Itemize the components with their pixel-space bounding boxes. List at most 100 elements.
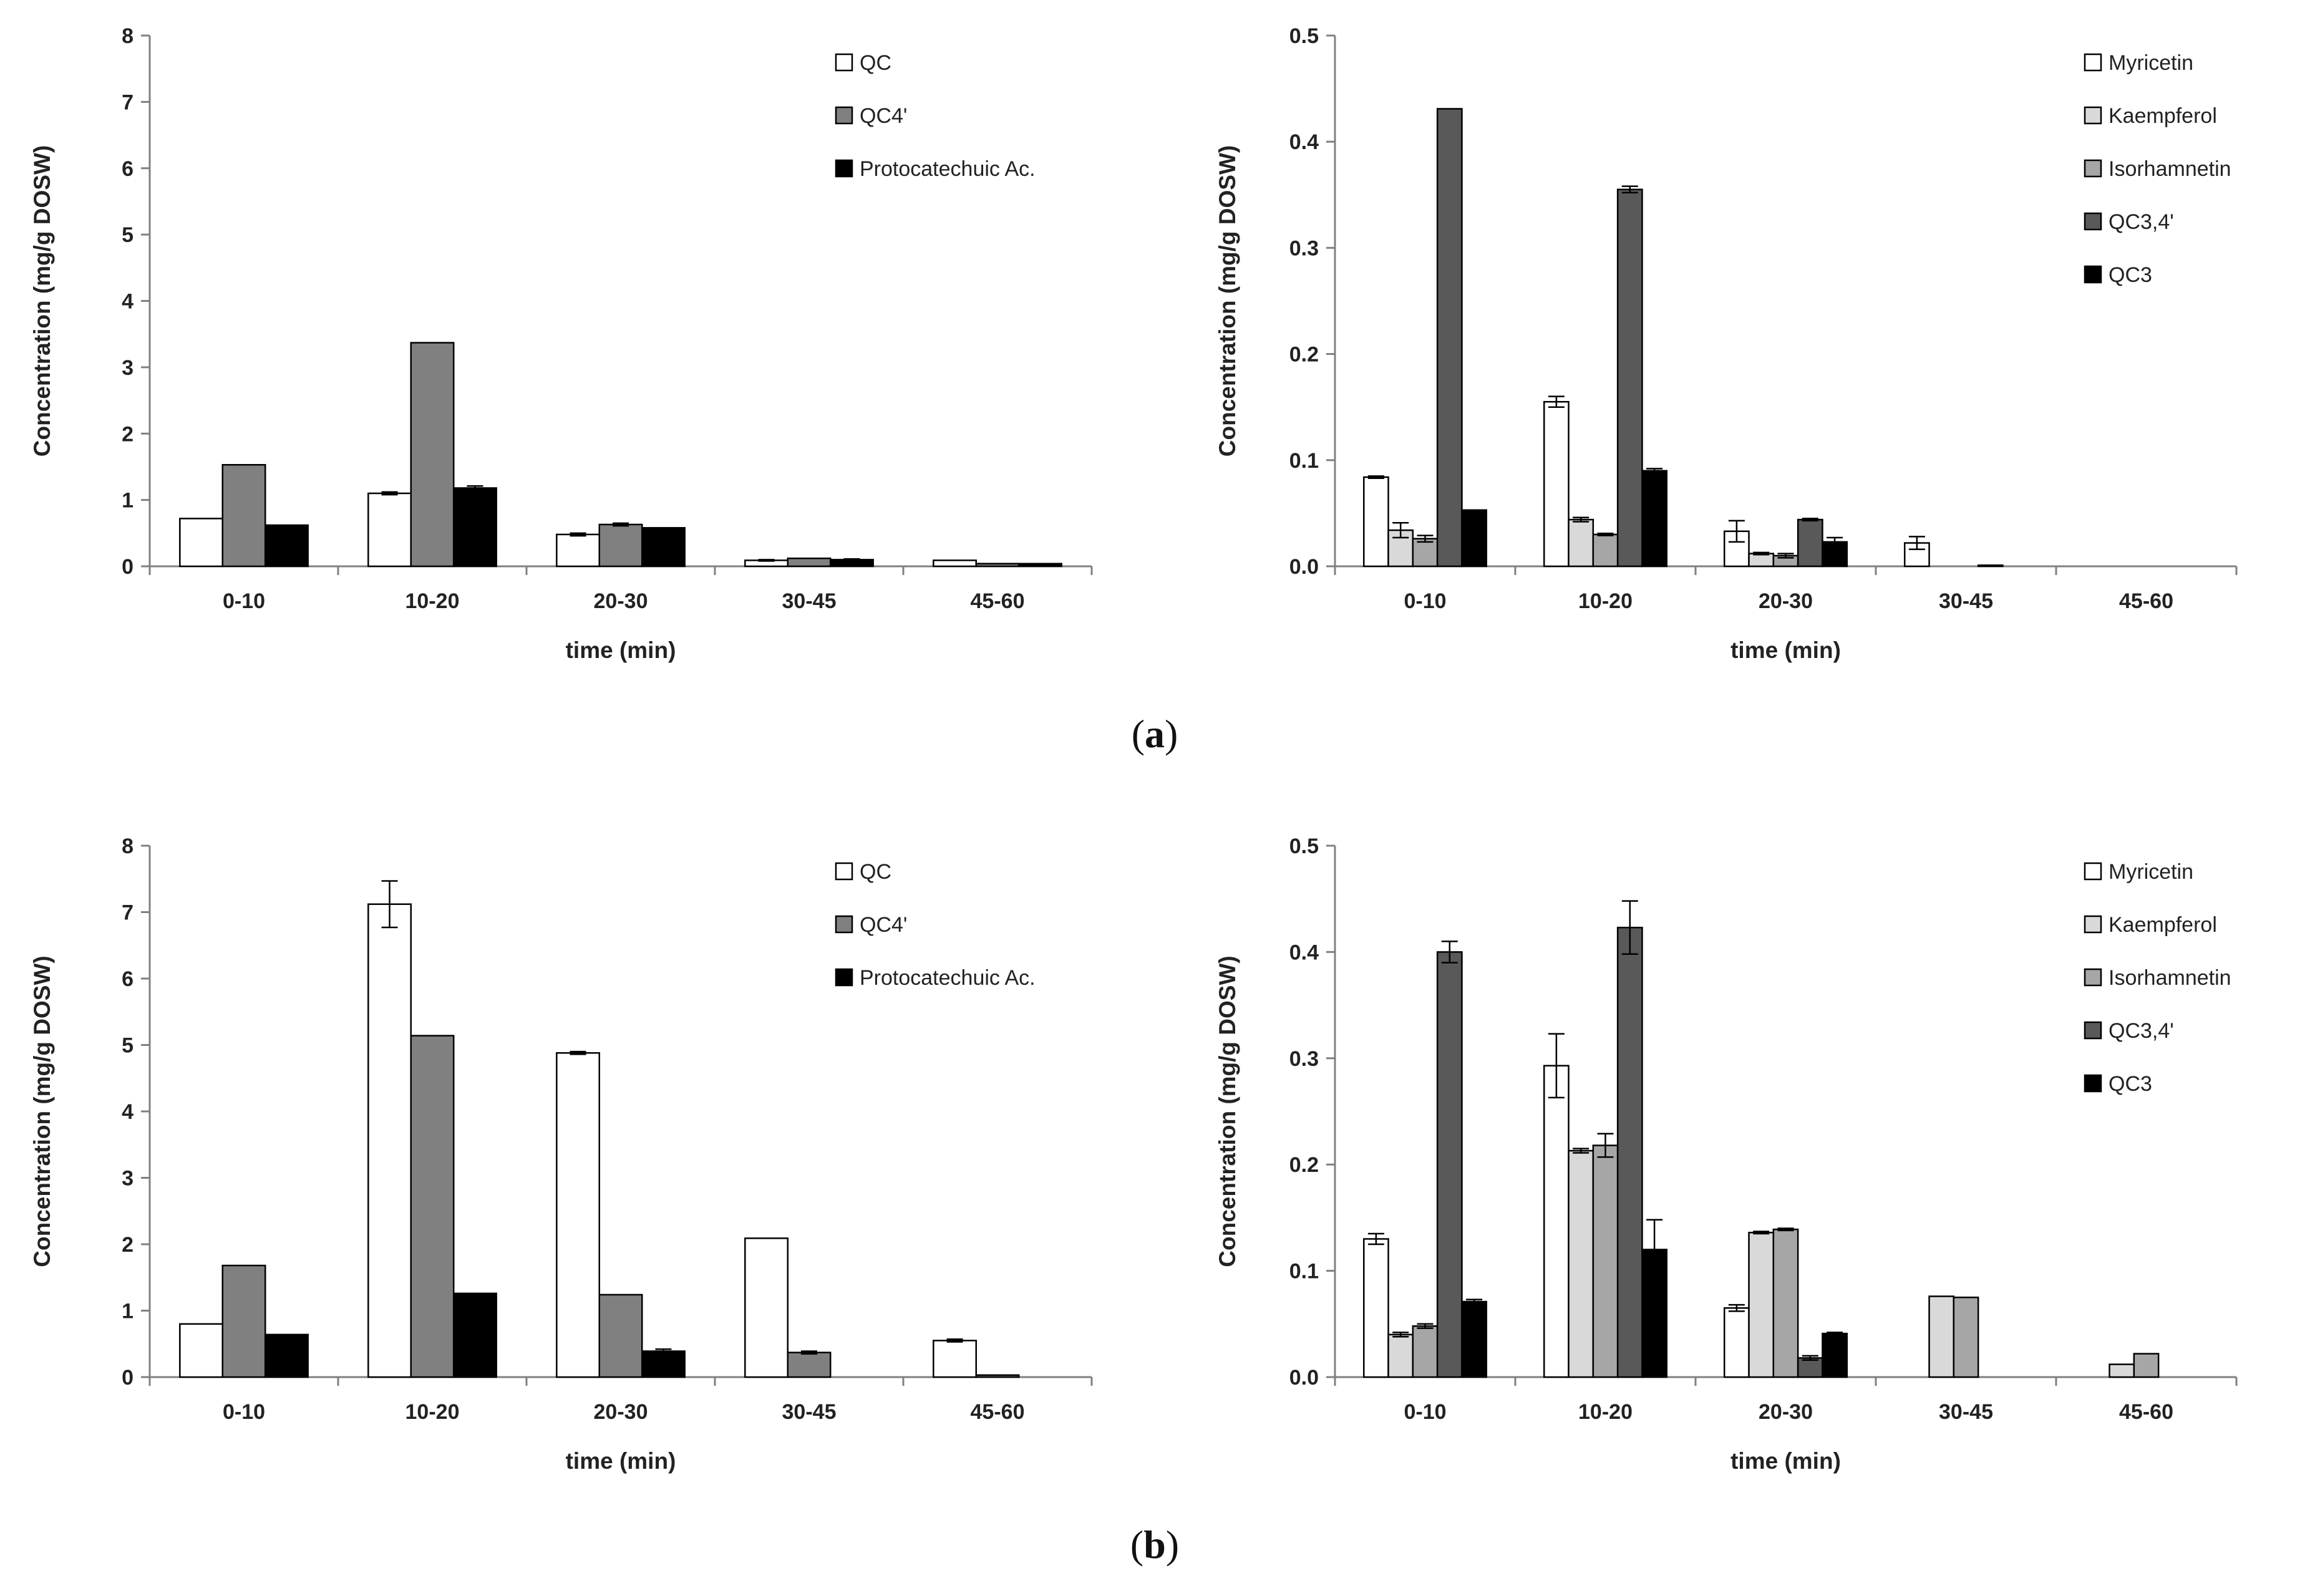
legend-label: QC3 [2109, 263, 2152, 287]
bar [410, 1035, 455, 1378]
bar [1822, 1332, 1848, 1378]
x-tick-label: 20-30 [1759, 1400, 1813, 1424]
x-tick-label: 20-30 [594, 589, 648, 613]
x-tick-label: 30-45 [782, 1400, 837, 1424]
legend-swatch [2084, 106, 2102, 125]
bar [556, 533, 601, 568]
legend-label: QC3,4' [2109, 210, 2174, 234]
bar [1387, 1333, 1414, 1378]
y-tick-label: 0.3 [1289, 1047, 1319, 1071]
bar [1748, 553, 1775, 568]
x-tick-label: 20-30 [1759, 589, 1813, 613]
y-tick-label: 0.4 [1289, 941, 1319, 964]
bar [221, 463, 266, 568]
bar [1928, 1295, 1955, 1378]
legend-swatch [2084, 53, 2102, 72]
bar [1412, 538, 1439, 568]
y-tick-label: 0.1 [1289, 1260, 1319, 1284]
y-tick-label: 0 [122, 555, 133, 579]
bar [1017, 563, 1062, 568]
y-tick-label: 0.5 [1289, 834, 1319, 858]
legend-swatch [2084, 265, 2102, 284]
legend-swatch [2084, 968, 2102, 987]
bar [641, 527, 686, 568]
y-tick-label: 3 [122, 356, 133, 380]
legend-label: QC4' [860, 104, 907, 128]
y-tick-label: 0.3 [1289, 236, 1319, 260]
y-tick-label: 4 [122, 290, 133, 314]
bar [1592, 533, 1619, 568]
y-tick-label: 0 [122, 1366, 133, 1390]
y-tick-label: 2 [122, 1233, 133, 1257]
x-tick-label: 20-30 [594, 1400, 648, 1424]
legend-label: Myricetin [2109, 860, 2193, 884]
y-tick-label: 0.5 [1289, 24, 1319, 48]
bar [1568, 1149, 1594, 1378]
x-tick-label: 0-10 [1404, 1400, 1446, 1424]
legend-label: Myricetin [2109, 51, 2193, 75]
chart-b-left: 0 1 2 3 4 5 6 7 8 0-10 10-20 20-30 30-45 45-60 time (m… [29, 834, 1093, 1474]
bar [179, 1323, 224, 1378]
bar [264, 524, 309, 568]
y-tick-label: 0.2 [1289, 1153, 1319, 1177]
bar [598, 523, 643, 568]
y-tick-label: 8 [122, 24, 133, 48]
x-tick-label: 10-20 [1578, 589, 1633, 613]
bar [641, 1350, 686, 1378]
bar [556, 1052, 601, 1378]
y-axis-label: Concentration (mg/g DOSW) [29, 145, 55, 457]
bar [1412, 1325, 1439, 1378]
bar [975, 1374, 1020, 1378]
y-tick-label: 6 [122, 967, 133, 991]
bar [1362, 476, 1389, 568]
x-axis-label: time (min) [566, 1448, 676, 1474]
bar [452, 487, 497, 568]
x-tick-label: 45-60 [2119, 1400, 2173, 1424]
caption-a: (a) [1131, 712, 1178, 756]
x-tick-label: 10-20 [1578, 1400, 1633, 1424]
legend-swatch [2084, 212, 2102, 231]
legend-swatch [835, 106, 853, 125]
bar [1977, 564, 2004, 568]
x-tick-label: 30-45 [1939, 1400, 1993, 1424]
bar [1362, 1238, 1389, 1378]
x-tick-label: 0-10 [223, 1400, 265, 1424]
bar [410, 342, 455, 568]
bar [1723, 1307, 1750, 1378]
legend-swatch [835, 915, 853, 934]
bar [1568, 518, 1594, 568]
bar [1616, 188, 1643, 568]
legend-swatch [2084, 862, 2102, 881]
y-axis-label: Concentration (mg/g DOSW) [1215, 145, 1240, 457]
x-tick-label: 45-60 [971, 589, 1025, 613]
bar [1436, 108, 1463, 568]
y-tick-label: 0.2 [1289, 343, 1319, 367]
y-tick-label: 8 [122, 834, 133, 858]
bar [1616, 926, 1643, 1378]
y-tick-label: 3 [122, 1167, 133, 1191]
chart-a-left: 0 1 2 3 4 5 6 7 8 0-10 10-20 20-30 30-45 45-60 time (m… [29, 24, 1093, 663]
bar [1543, 1065, 1570, 1378]
legend-swatch [2084, 1021, 2102, 1040]
legend-label: Kaempferol [2109, 104, 2217, 128]
legend-swatch [2084, 1074, 2102, 1093]
x-axis-label: time (min) [1730, 1448, 1841, 1474]
legend-label: QC3 [2109, 1072, 2152, 1096]
legend-label: Protocatechuic Ac. [860, 966, 1036, 990]
legend-label: QC4' [860, 913, 907, 937]
bar [264, 1333, 309, 1378]
bar [1461, 509, 1488, 568]
y-tick-label: 5 [122, 1034, 133, 1058]
legend-label: QC [860, 51, 891, 75]
bar [2109, 1363, 2135, 1378]
y-tick-label: 0.4 [1289, 130, 1319, 154]
x-tick-label: 30-45 [782, 589, 837, 613]
bar [1592, 1144, 1619, 1378]
bar [452, 1292, 497, 1378]
legend-label: Protocatechuic Ac. [860, 157, 1036, 181]
bar [787, 557, 832, 568]
bar [1953, 1296, 1979, 1378]
y-axis-label: Concentration (mg/g DOSW) [29, 955, 55, 1267]
chart-a-right: 0.0 0.1 0.2 0.3 0.4 0.5 0-10 10-20 20-30 30-45 45-… [1215, 24, 2238, 663]
y-tick-label: 0.0 [1289, 555, 1319, 579]
